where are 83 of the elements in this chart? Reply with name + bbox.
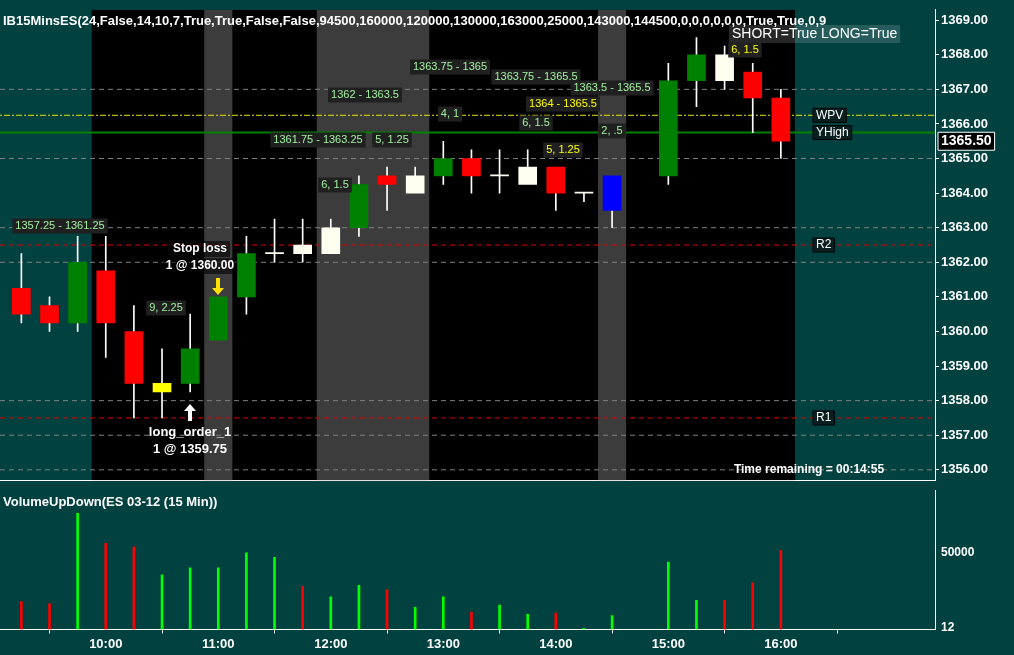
chart-title: VolumeUpDown(ES 03-12 (15 Min)): [3, 493, 218, 509]
ref-line-label: YHigh: [816, 124, 849, 139]
candlestick: [405, 166, 425, 194]
bar: [104, 543, 108, 630]
bar: [526, 613, 530, 630]
y-tick-label: 1364.00: [941, 184, 988, 200]
bar: [695, 600, 698, 630]
annotation: 4, 1: [440, 107, 460, 120]
annotation: 1361.75 - 1363.25: [273, 133, 363, 146]
y-tick-label: 1362.00: [941, 253, 988, 269]
annotation: 6, 1.5: [522, 116, 550, 129]
candlestick: [546, 166, 566, 211]
y-tick-label: 1361.00: [941, 288, 988, 304]
annotation: 5, 1.25: [375, 133, 409, 146]
annotation: 6, 1.5: [731, 43, 759, 56]
annotation: 1364 - 1365.5: [529, 97, 597, 110]
bar: [667, 561, 670, 630]
y-tick-label: 1363.00: [941, 219, 988, 235]
ref-line-label: WPV: [816, 107, 844, 122]
annotation: long_order_1: [148, 423, 232, 439]
y-tick-label: 1365.00: [941, 150, 988, 166]
bar: [441, 596, 445, 630]
annotation: 1363.75 - 1365: [413, 60, 488, 73]
text: 1365.50: [941, 132, 992, 149]
y-tick-label: 1369.00: [941, 11, 988, 27]
y-tick-label: 1359.00: [941, 357, 988, 373]
annotation: 5, 1.25: [546, 143, 580, 156]
bar: [470, 611, 473, 630]
y-tick-label: 1366.00: [941, 115, 988, 131]
annotation: Time remaining = 00:14:55: [733, 462, 885, 477]
x-tick-label: 15:00: [651, 635, 685, 651]
bar: [329, 596, 333, 630]
x-tick-label: 12:00: [314, 635, 348, 651]
y-tick-label: 1356.00: [941, 461, 988, 477]
x-tick-label: 11:00: [202, 635, 235, 651]
candlestick: [349, 175, 369, 237]
annotation: 1363.5 - 1365.5: [573, 81, 651, 94]
bar: [273, 557, 276, 630]
candlestick: [377, 166, 397, 211]
bar: [20, 601, 23, 630]
candlestick: [180, 313, 200, 393]
x-tick-label: 14:00: [539, 635, 573, 651]
bar: [723, 600, 726, 630]
y-tick-label: 1360.00: [941, 323, 988, 339]
ref-line-label: R2: [816, 237, 832, 252]
y-tick-label: 1358.00: [941, 392, 988, 408]
text: 50000: [941, 545, 975, 560]
candlestick: [602, 175, 622, 229]
annotation: 1363.75 - 1365.5: [494, 70, 578, 83]
annotation: 1357.25 - 1361.25: [15, 219, 105, 232]
ref-line-label: R1: [816, 410, 832, 425]
y-tick-label: 1367.00: [941, 80, 988, 96]
annotation: 1362 - 1363.5: [331, 88, 399, 101]
candlestick: [518, 149, 538, 185]
candlestick: [96, 236, 116, 358]
text: 12: [941, 619, 955, 634]
candlestick: [208, 296, 228, 341]
x-tick-label: 16:00: [764, 635, 798, 651]
bar: [413, 607, 417, 630]
candlestick: [321, 218, 341, 254]
candlestick: [433, 140, 453, 185]
candlestick: [743, 63, 763, 133]
bar: [301, 586, 304, 630]
y-tick-label: 1368.00: [941, 46, 988, 62]
y-tick-label: 1357.00: [941, 426, 988, 442]
bar: [48, 603, 51, 630]
bar: [498, 604, 501, 630]
annotation: 2, .5: [601, 124, 623, 137]
annotation: 1 @ 1360.00: [165, 258, 235, 273]
annotation: 6, 1.5: [321, 178, 349, 191]
annotation: 9, 2.25: [149, 301, 183, 314]
bar: [554, 612, 558, 630]
annotation: 1 @ 1359.75: [152, 440, 228, 456]
bar: [76, 512, 79, 630]
x-tick-label: 10:00: [89, 635, 123, 651]
bar: [751, 582, 755, 630]
annotation: Stop loss: [173, 241, 228, 256]
bar: [245, 552, 248, 630]
x-tick-label: 13:00: [426, 635, 460, 651]
candlestick: [124, 305, 144, 419]
bar: [216, 567, 220, 630]
candlestick: [771, 89, 791, 159]
candlestick: [152, 348, 172, 419]
